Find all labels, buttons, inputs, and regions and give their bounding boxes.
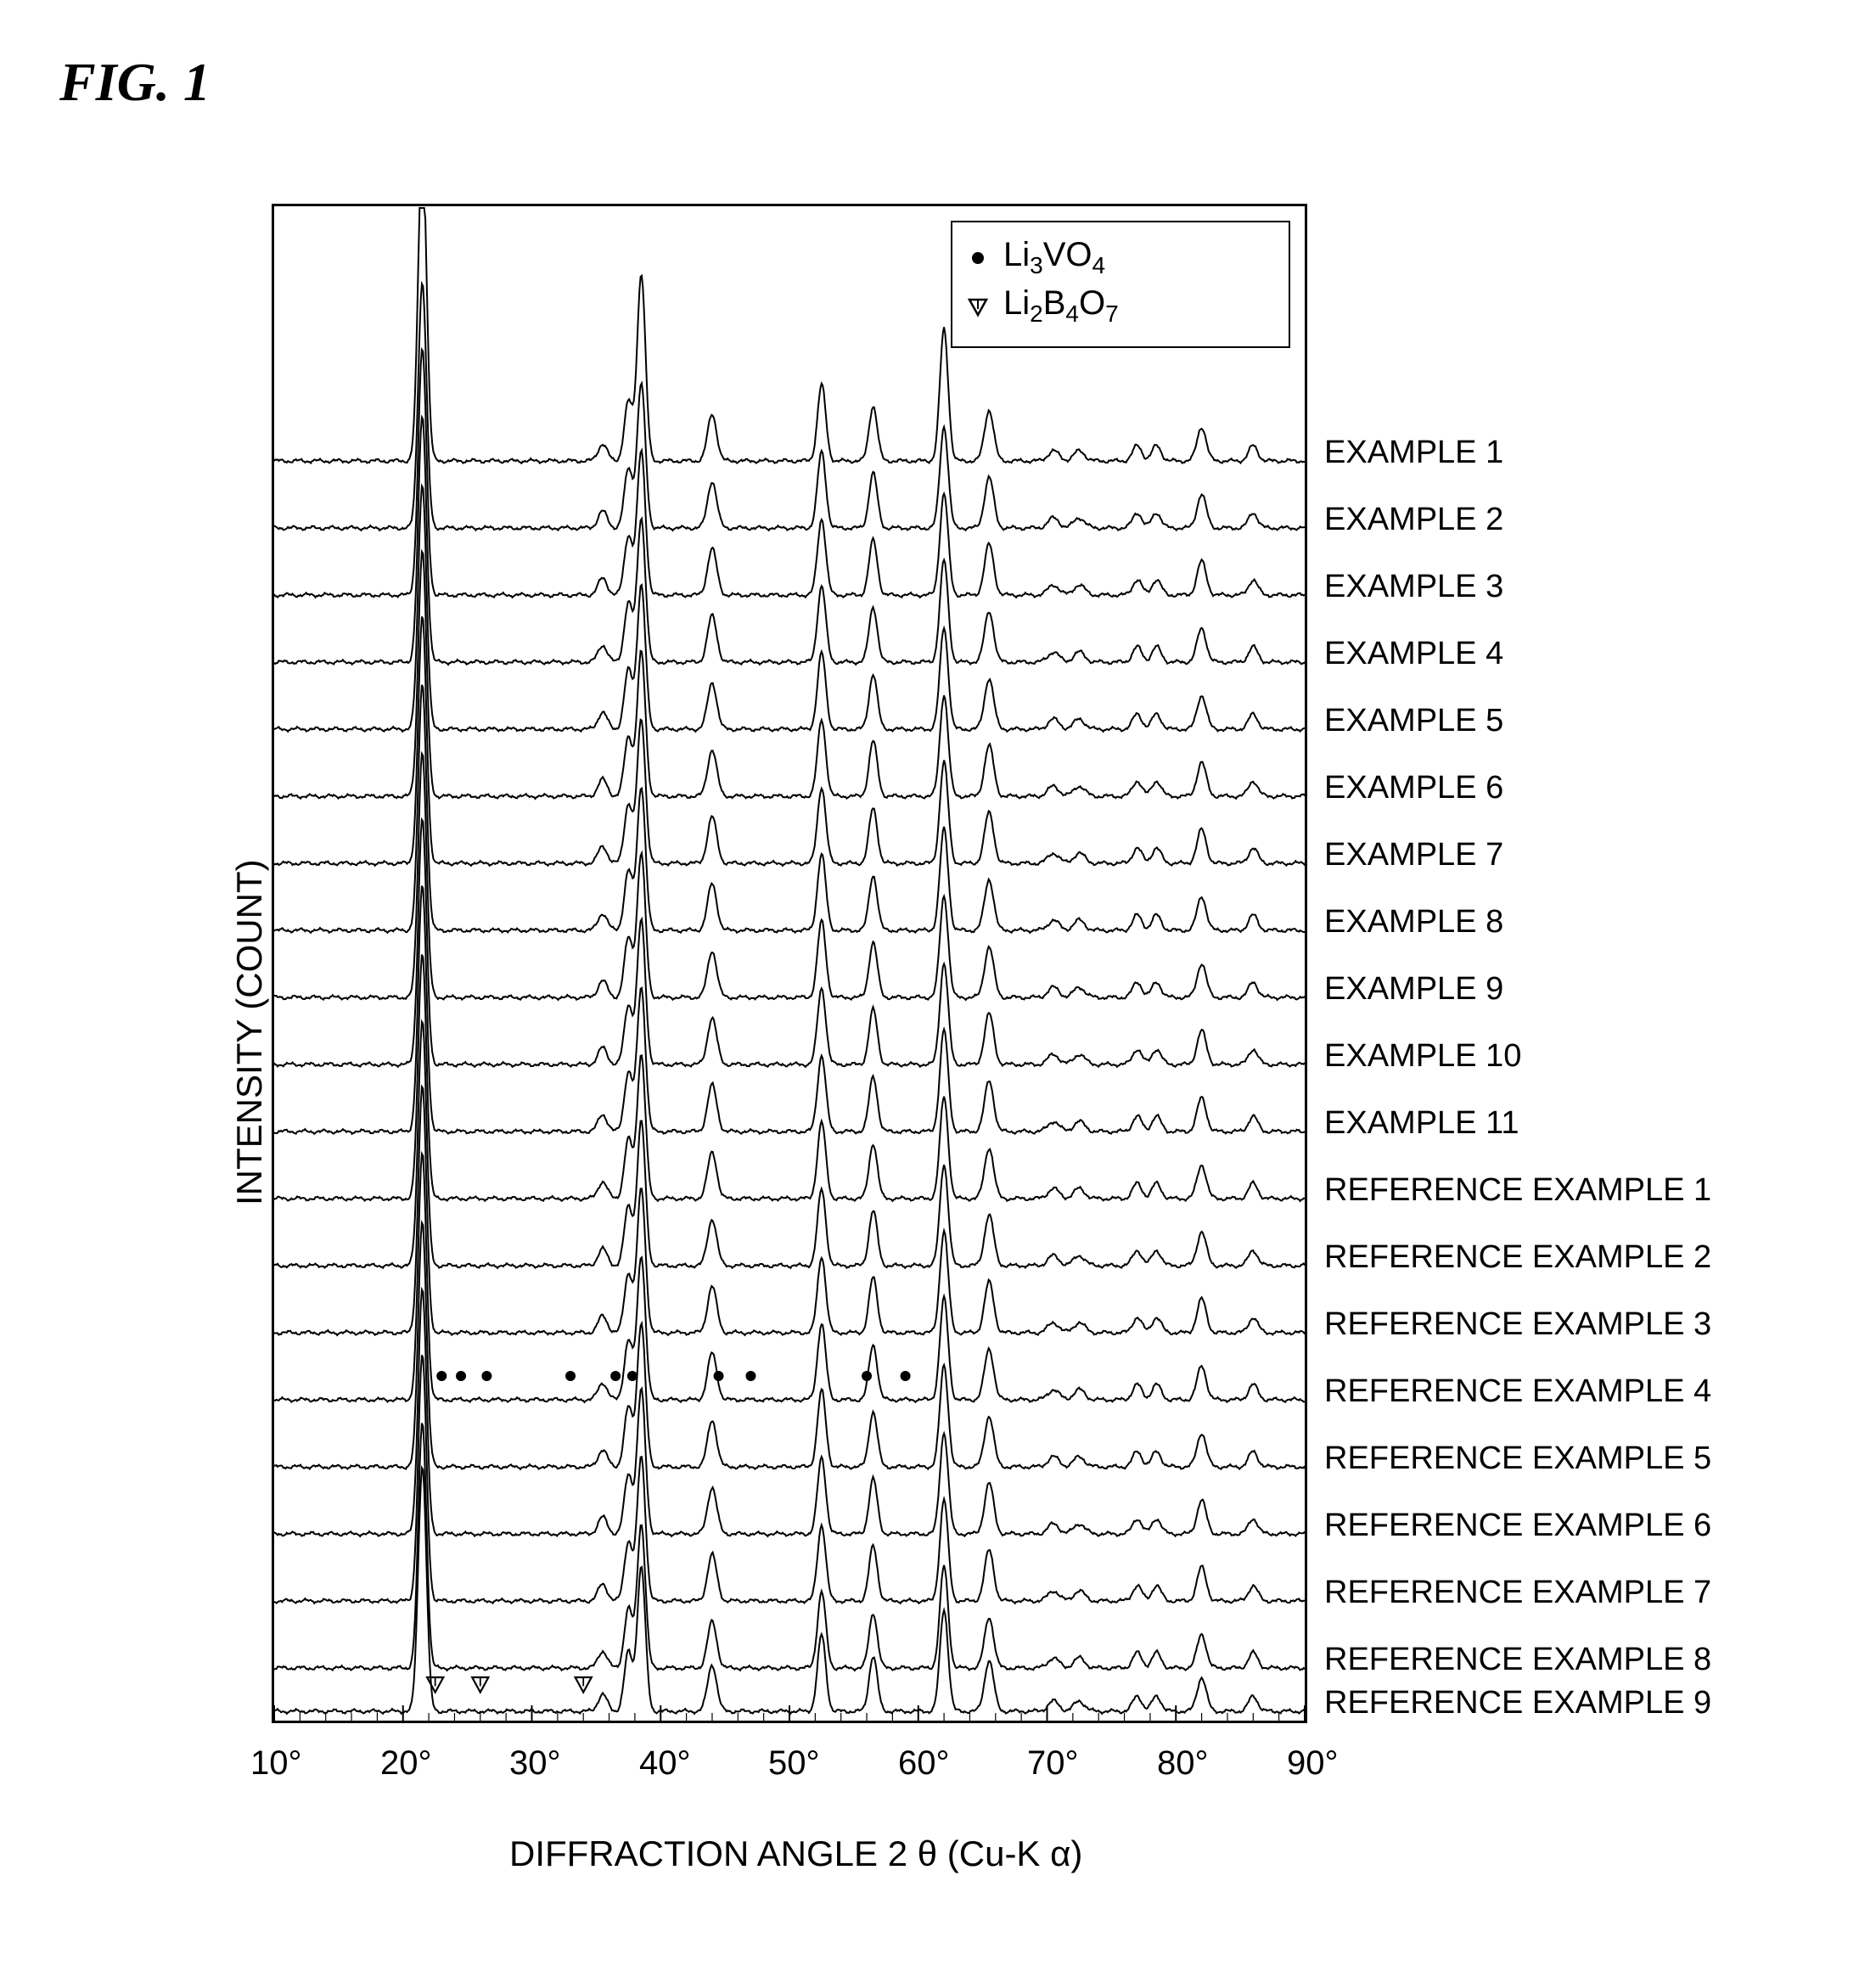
series-label: EXAMPLE 11 (1324, 1105, 1519, 1142)
series-label: REFERENCE EXAMPLE 7 (1324, 1575, 1711, 1611)
triangle-marker-icon (472, 1677, 488, 1693)
series-label: EXAMPLE 3 (1324, 569, 1503, 605)
dot-marker-icon (610, 1371, 621, 1381)
series-label: REFERENCE EXAMPLE 9 (1324, 1685, 1711, 1721)
legend: Li3VO4 Li2B4O7 (951, 221, 1290, 348)
x-axis-label: DIFFRACTION ANGLE 2 θ (Cu-K α) (509, 1834, 1082, 1874)
triangle-marker-icon (964, 293, 991, 320)
series-label: EXAMPLE 9 (1324, 971, 1503, 1008)
dot-marker-icon (565, 1371, 576, 1381)
page: FIG. 1 Li3VO4 Li2B4O7 INTENSITY (COUNT) … (0, 0, 1876, 1988)
series-label: EXAMPLE 5 (1324, 703, 1503, 739)
x-tick-label: 30° (509, 1744, 561, 1783)
x-tick-label: 80° (1157, 1744, 1209, 1783)
x-tick-label: 10° (250, 1744, 302, 1783)
series-label: REFERENCE EXAMPLE 4 (1324, 1373, 1711, 1410)
series-label: EXAMPLE 7 (1324, 837, 1503, 873)
xrd-plot-svg (274, 206, 1305, 1721)
x-tick-label: 40° (639, 1744, 691, 1783)
legend-row-li3vo4: Li3VO4 (964, 236, 1277, 279)
series-label: EXAMPLE 6 (1324, 770, 1503, 806)
dot-marker-icon (627, 1371, 638, 1381)
series-label: REFERENCE EXAMPLE 2 (1324, 1239, 1711, 1276)
dot-marker-icon (964, 244, 991, 272)
series-label: REFERENCE EXAMPLE 5 (1324, 1440, 1711, 1477)
triangle-marker-icon (427, 1677, 443, 1693)
legend-label-li3vo4: Li3VO4 (1003, 236, 1105, 279)
legend-row-li2b4o7: Li2B4O7 (964, 284, 1277, 328)
triangle-marker-icon (576, 1677, 592, 1693)
series-label: EXAMPLE 10 (1324, 1038, 1521, 1075)
xrd-plot (272, 204, 1307, 1723)
dot-marker-icon (862, 1371, 872, 1381)
x-tick-label: 20° (380, 1744, 432, 1783)
dot-marker-icon (436, 1371, 447, 1381)
legend-label-li2b4o7: Li2B4O7 (1003, 284, 1119, 328)
x-tick-label: 50° (768, 1744, 820, 1783)
series-label: REFERENCE EXAMPLE 8 (1324, 1642, 1711, 1678)
y-axis-label: INTENSITY (COUNT) (229, 859, 270, 1205)
series-label: EXAMPLE 8 (1324, 904, 1503, 941)
series-label: EXAMPLE 2 (1324, 502, 1503, 538)
dot-marker-icon (745, 1371, 755, 1381)
series-label: REFERENCE EXAMPLE 1 (1324, 1172, 1711, 1209)
x-tick-label: 70° (1027, 1744, 1079, 1783)
x-tick-label: 90° (1287, 1744, 1339, 1783)
series-label: EXAMPLE 1 (1324, 435, 1503, 471)
dot-marker-icon (714, 1371, 724, 1381)
dot-marker-icon (456, 1371, 466, 1381)
series-label: EXAMPLE 4 (1324, 636, 1503, 672)
series-label: REFERENCE EXAMPLE 3 (1324, 1306, 1711, 1343)
figure-title: FIG. 1 (59, 51, 211, 114)
dot-marker-icon (481, 1371, 491, 1381)
series-label: REFERENCE EXAMPLE 6 (1324, 1508, 1711, 1544)
x-tick-label: 60° (898, 1744, 950, 1783)
dot-marker-icon (901, 1371, 911, 1381)
